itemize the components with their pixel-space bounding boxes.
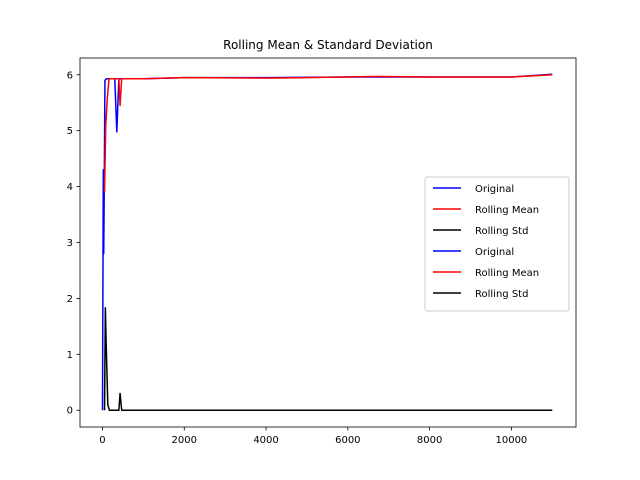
y-tick-label: 5: [67, 126, 73, 137]
legend-box: [424, 176, 570, 312]
y-tick-label: 1: [67, 350, 73, 361]
x-tick-label: 6000: [335, 435, 360, 446]
y-tick-label: 3: [67, 238, 73, 249]
series-line-rolling-std: [103, 307, 553, 411]
x-tick-label: 4000: [253, 435, 278, 446]
legend-label: Rolling Mean: [475, 205, 539, 216]
axes: 0 2000 4000 6000 8000 10000 0 1 2 3 4 5 6: [67, 57, 577, 446]
y-tick-label: 4: [67, 182, 73, 193]
plot-area: [101, 73, 553, 411]
legend-label: Rolling Std: [475, 226, 528, 237]
y-tick-label: 6: [67, 70, 73, 81]
legend-label: Rolling Mean: [475, 268, 539, 279]
legend-label: Original: [475, 247, 514, 258]
y-tick-label: 2: [67, 294, 73, 305]
legend: Original Rolling Mean Rolling Std Original R…: [424, 176, 570, 312]
chart-title: Rolling Mean & Standard Deviation: [223, 38, 433, 52]
series-line-rolling-mean: [103, 74, 553, 193]
x-tick-label: 0: [99, 435, 105, 446]
x-tick-label: 8000: [417, 435, 442, 446]
x-tick-label: 10000: [495, 435, 527, 446]
legend-label: Rolling Std: [475, 289, 528, 300]
y-tick-label: 0: [67, 406, 73, 417]
legend-label: Original: [475, 184, 514, 195]
x-tick-label: 2000: [172, 435, 197, 446]
